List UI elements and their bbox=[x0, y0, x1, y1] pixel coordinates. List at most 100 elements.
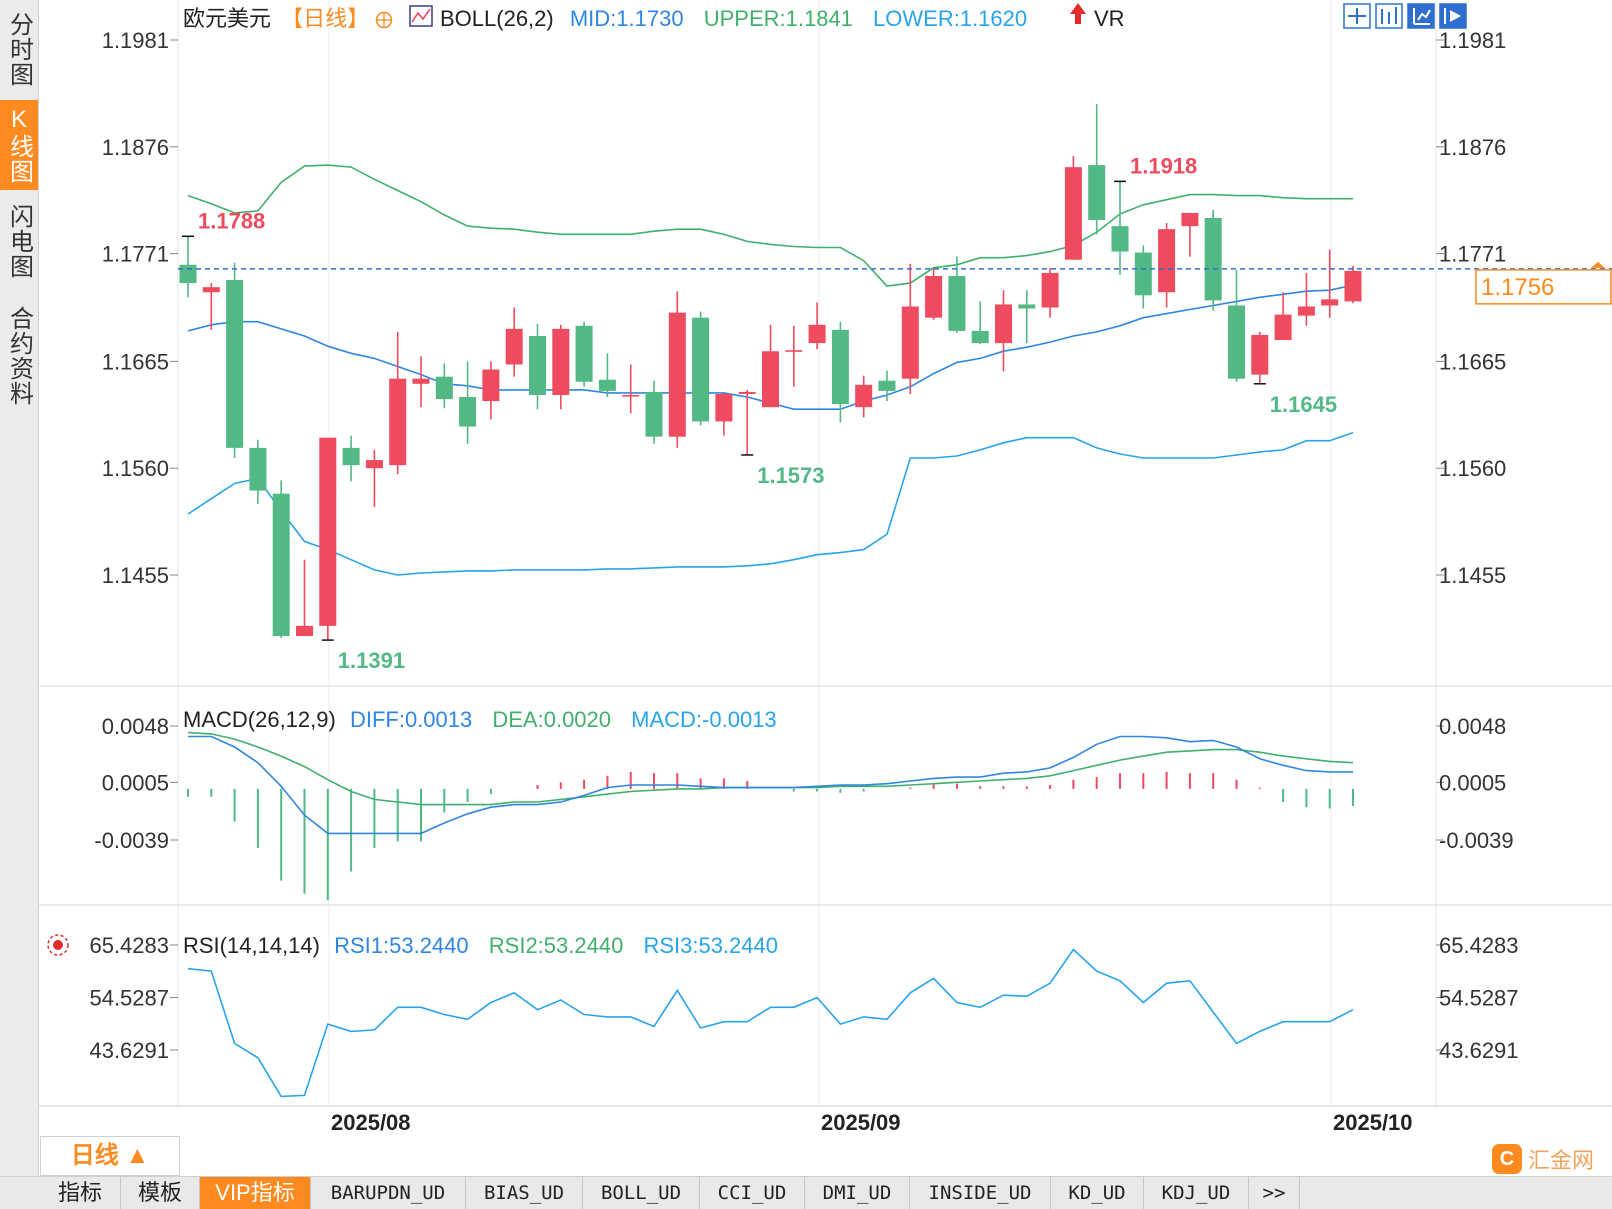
chart-canvas[interactable]: 1.1788 1.1918 1.1391 1.1573 1.1645 1.1756 1.… bbox=[0, 0, 1612, 1176]
last-price-box bbox=[1475, 269, 1612, 305]
candle bbox=[1297, 272, 1315, 326]
candle bbox=[1274, 292, 1292, 341]
crosshair-icon[interactable] bbox=[1343, 3, 1371, 29]
macd-dea-line bbox=[187, 731, 1354, 806]
macd-macd-value: MACD:-0.0013 bbox=[631, 707, 777, 732]
extreme-label: 1.1391 bbox=[338, 648, 405, 673]
candle bbox=[925, 267, 943, 320]
zoom-tool-icon[interactable] bbox=[1407, 3, 1435, 29]
rsi-header: RSI(14,14,14) RSI1:53.2440 RSI2:53.2440 … bbox=[183, 933, 778, 958]
brand-logo: C 汇金网 bbox=[1492, 1144, 1594, 1174]
sun-icon[interactable] bbox=[47, 934, 69, 956]
macd-y-tick-left: 0.0048 bbox=[102, 714, 169, 739]
tab-bias-ud[interactable]: BIAS_UD bbox=[466, 1177, 583, 1209]
candle-body bbox=[435, 376, 453, 400]
rsi1-value: RSI1:53.2440 bbox=[334, 933, 469, 958]
candle bbox=[459, 361, 477, 444]
candle-body bbox=[482, 369, 500, 402]
period-selector[interactable]: 日线 ▲ bbox=[40, 1136, 180, 1176]
settings-icon[interactable] bbox=[375, 11, 393, 29]
tab-cci-ud[interactable]: CCI_UD bbox=[700, 1177, 805, 1209]
extreme-label: 1.1918 bbox=[1130, 153, 1197, 178]
tab-dmi-ud[interactable]: DMI_UD bbox=[805, 1177, 910, 1209]
tab-flash-chart[interactable]: 闪电图 bbox=[5, 203, 33, 279]
tab-templates[interactable]: 模板 bbox=[121, 1177, 200, 1209]
tab-contract-info[interactable]: 合约资料 bbox=[5, 306, 33, 406]
extreme-label: 1.1788 bbox=[198, 208, 265, 233]
candle-body bbox=[1088, 165, 1106, 221]
tab-more[interactable]: >> bbox=[1249, 1177, 1300, 1209]
candle-body bbox=[226, 280, 244, 448]
candle bbox=[878, 370, 896, 402]
price-y-tick-right: 1.1981 bbox=[1439, 28, 1506, 53]
candle-body bbox=[831, 329, 849, 405]
extreme-annotations: 1.1788 1.1918 1.1391 1.1573 1.1645 bbox=[182, 153, 1337, 673]
x-axis-label: 2025/09 bbox=[821, 1110, 901, 1135]
candle-body bbox=[342, 447, 360, 466]
candle-body bbox=[878, 380, 896, 391]
candle bbox=[971, 301, 989, 345]
tab-kline-chart[interactable]: K线图 bbox=[0, 100, 38, 190]
candle-body bbox=[1204, 217, 1222, 301]
candle bbox=[831, 321, 849, 423]
price-y-tick-right: 1.1560 bbox=[1439, 456, 1506, 481]
candle-body bbox=[622, 394, 640, 397]
macd-diff-line bbox=[188, 735, 1353, 835]
candle-body bbox=[1344, 270, 1362, 302]
tab-inside-ud[interactable]: INSIDE_UD bbox=[910, 1177, 1051, 1209]
candle bbox=[668, 291, 686, 448]
candle bbox=[296, 559, 313, 637]
tab-vip-indicators[interactable]: VIP指标 bbox=[200, 1177, 311, 1209]
price-y-tick-left: 1.1981 bbox=[102, 28, 169, 53]
candle bbox=[435, 363, 453, 409]
last-price-arrow-icon[interactable] bbox=[1591, 261, 1605, 268]
tab-barupdn-ud[interactable]: BARUPDN_UD bbox=[311, 1177, 466, 1209]
indicator-tab-bar: 指标 模板 VIP指标 BARUPDN_UD BIAS_UD BOLL_UD C… bbox=[0, 1176, 1612, 1209]
boll-mid-value: MID:1.1730 bbox=[570, 6, 684, 31]
candle-body bbox=[948, 275, 966, 331]
candle-body bbox=[552, 328, 570, 395]
candle-body bbox=[1158, 229, 1176, 293]
candle bbox=[901, 263, 919, 394]
candle-body bbox=[505, 328, 523, 365]
candle bbox=[785, 325, 803, 387]
rsi-y-tick-left: 54.5287 bbox=[89, 986, 169, 1011]
vr-up-arrow-icon[interactable] bbox=[1070, 3, 1086, 24]
price-y-tick-left: 1.1876 bbox=[102, 135, 169, 160]
rsi-y-tick-left: 65.4283 bbox=[89, 933, 169, 958]
candle-body bbox=[808, 324, 826, 344]
candle-body bbox=[1274, 314, 1292, 341]
candle bbox=[1228, 269, 1245, 382]
candle bbox=[1344, 265, 1362, 304]
candle bbox=[529, 323, 546, 410]
candle bbox=[226, 262, 244, 459]
indicator-chart-icon[interactable] bbox=[409, 5, 433, 27]
price-y-tick-right: 1.1876 bbox=[1439, 135, 1506, 160]
candle bbox=[319, 437, 337, 641]
chart-tool-icon[interactable] bbox=[1375, 3, 1403, 29]
tab-kd-ud[interactable]: KD_UD bbox=[1051, 1177, 1144, 1209]
candle bbox=[855, 375, 873, 418]
tab-boll-ud[interactable]: BOLL_UD bbox=[583, 1177, 700, 1209]
forward-icon[interactable] bbox=[1439, 3, 1467, 29]
logo-mark-icon: C bbox=[1492, 1144, 1522, 1174]
macd-diff-value: DIFF:0.0013 bbox=[350, 707, 472, 732]
macd-y-tick-left: -0.0039 bbox=[94, 828, 169, 853]
tab-kdj-ud[interactable]: KDJ_UD bbox=[1144, 1177, 1249, 1209]
vr-label[interactable]: VR bbox=[1094, 6, 1125, 31]
candle-body bbox=[1111, 226, 1129, 252]
candle bbox=[272, 480, 290, 639]
rsi3-value: RSI3:53.2440 bbox=[643, 933, 778, 958]
candle bbox=[738, 389, 756, 455]
chart-frame bbox=[38, 0, 1612, 1107]
tab-timeshare-chart[interactable]: 分时图 bbox=[5, 11, 33, 87]
candle bbox=[645, 380, 663, 444]
candle-body bbox=[715, 393, 733, 422]
rsi-y-tick-right: 43.6291 bbox=[1439, 1038, 1519, 1063]
candle bbox=[715, 392, 733, 436]
tab-indicators[interactable]: 指标 bbox=[40, 1177, 121, 1209]
candle-body bbox=[459, 397, 477, 427]
candle-body bbox=[529, 335, 546, 395]
candle-body bbox=[1134, 252, 1152, 296]
candle bbox=[389, 331, 407, 475]
